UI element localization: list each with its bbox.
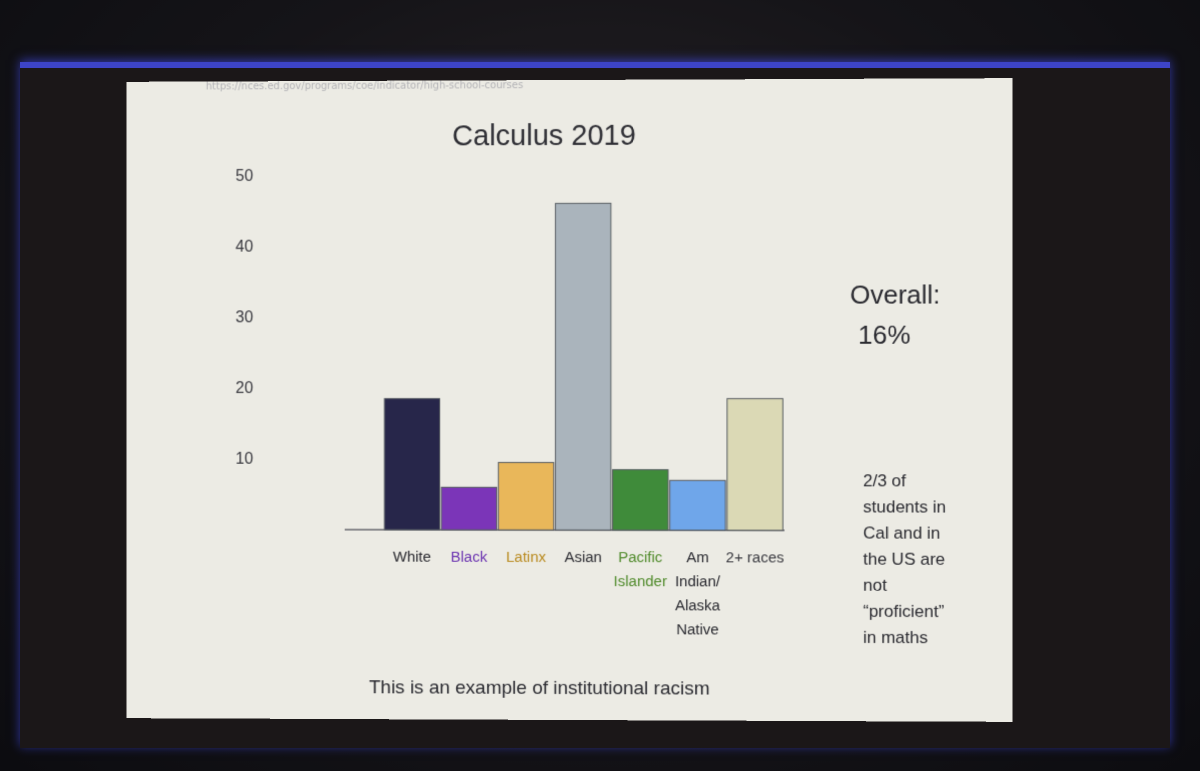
x-tick-label: 2+ races <box>726 549 784 566</box>
slide-caption: This is an example of institutional raci… <box>275 677 805 701</box>
bar-chart: 10 20 30 40 50 White Black Latinx Asian Pacific Is… <box>216 149 795 661</box>
y-tick-label: 40 <box>236 239 254 256</box>
x-tick-label: Asian <box>564 549 601 566</box>
x-tick-label: Pacific Islander <box>614 549 667 590</box>
bar-pacific-islander <box>613 470 669 530</box>
bar-black <box>441 487 496 530</box>
x-tick-label: Black <box>451 549 488 566</box>
y-tick-label: 20 <box>236 380 254 397</box>
bar-asian <box>555 203 610 530</box>
x-tick-label: White <box>393 549 431 566</box>
y-tick-label: 30 <box>236 309 254 326</box>
bar-2-races <box>727 399 783 531</box>
bar-am-indian-alaska-native <box>670 480 726 530</box>
x-tick-label: Am Indian/Alaska Native <box>675 549 721 638</box>
x-tick-label: Latinx <box>506 549 546 566</box>
y-tick-label: 10 <box>236 451 254 468</box>
source-url: https://nces.ed.gov/programs/coe/indicat… <box>206 80 684 94</box>
y-tick-label: 50 <box>236 168 254 185</box>
slide: https://nces.ed.gov/programs/coe/indicat… <box>127 78 1013 722</box>
overall-value: 16% <box>858 320 910 351</box>
proficiency-note: 2/3 of students in Cal and in the US are… <box>863 468 984 651</box>
bar-latinx <box>498 462 553 529</box>
bar-white <box>384 399 439 530</box>
overall-label: Overall: <box>850 279 940 310</box>
chart-title: Calculus 2019 <box>424 120 664 154</box>
